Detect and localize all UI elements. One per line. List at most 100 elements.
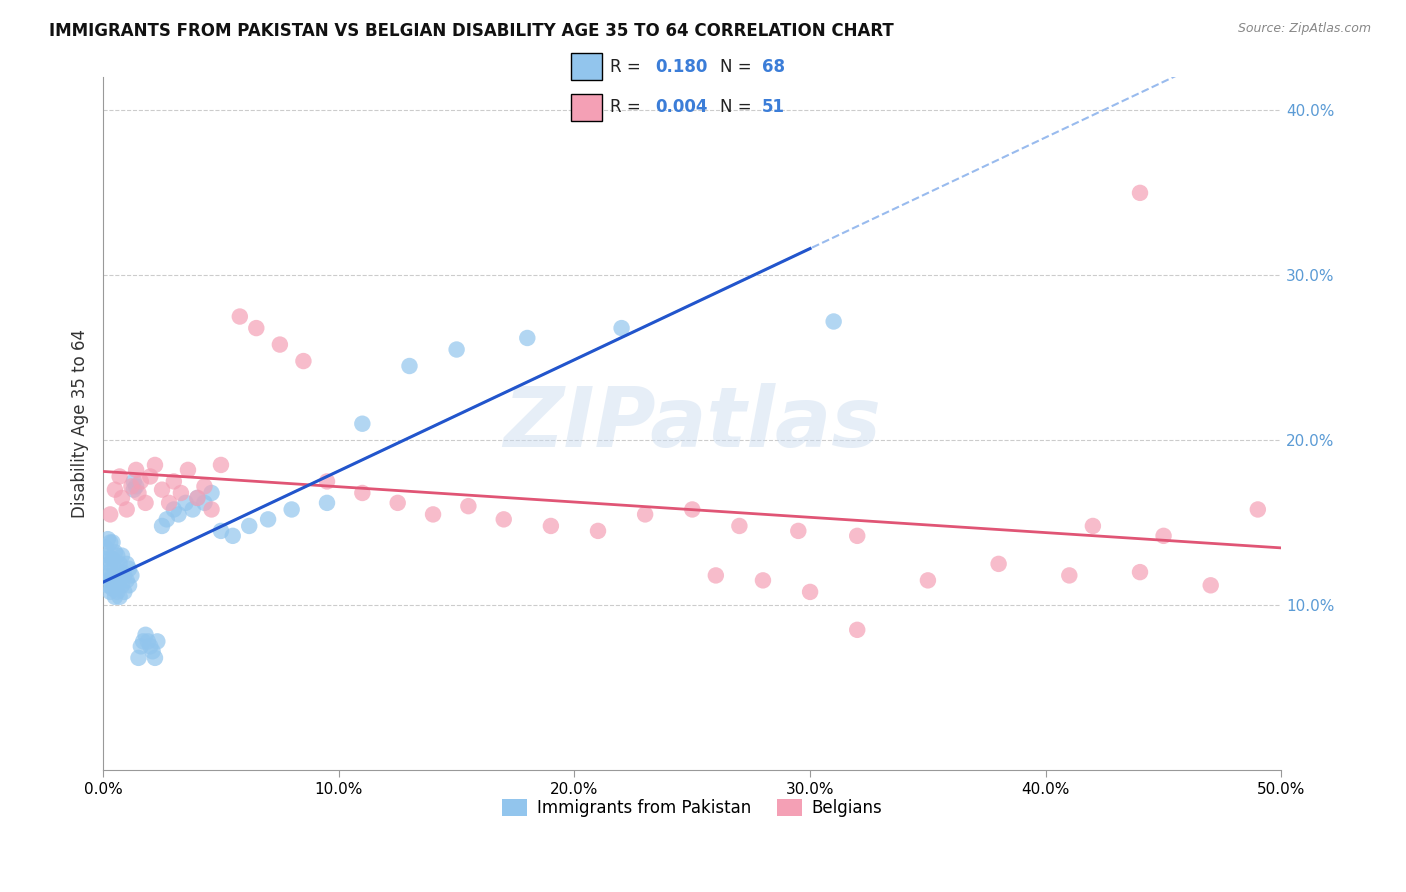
Point	[1153, 529, 1175, 543]
Point	[446, 343, 468, 357]
Point	[316, 496, 339, 510]
Point	[917, 574, 939, 588]
Point	[540, 519, 562, 533]
Point	[112, 585, 135, 599]
Point	[987, 557, 1010, 571]
Point	[132, 634, 155, 648]
Point	[104, 578, 127, 592]
Point	[125, 463, 148, 477]
Point	[186, 491, 208, 505]
Point	[135, 628, 157, 642]
Point	[170, 486, 193, 500]
Point	[105, 549, 128, 563]
Point	[115, 574, 138, 588]
Point	[143, 651, 166, 665]
Y-axis label: Disability Age 35 to 64: Disability Age 35 to 64	[72, 329, 89, 518]
Point	[104, 545, 127, 559]
Point	[98, 557, 121, 571]
Point	[129, 640, 152, 654]
Point	[120, 568, 142, 582]
Point	[634, 508, 657, 522]
Point	[200, 502, 222, 516]
Point	[222, 529, 245, 543]
Point	[105, 568, 128, 582]
Point	[209, 524, 232, 538]
Point	[398, 359, 420, 373]
Point	[316, 475, 339, 489]
Point	[181, 502, 204, 516]
Point	[1081, 519, 1104, 533]
Point	[352, 417, 374, 431]
Point	[610, 321, 633, 335]
Point	[101, 552, 124, 566]
Text: 0.180: 0.180	[655, 58, 707, 76]
Point	[752, 574, 775, 588]
Point	[157, 496, 180, 510]
Point	[846, 529, 869, 543]
Point	[156, 512, 179, 526]
Point	[111, 578, 134, 592]
Point	[422, 508, 444, 522]
Point	[846, 623, 869, 637]
Point	[98, 535, 121, 549]
Text: 51: 51	[762, 98, 785, 116]
Point	[139, 640, 162, 654]
Point	[492, 512, 515, 526]
Point	[135, 496, 157, 510]
Point	[146, 634, 169, 648]
Point	[142, 644, 165, 658]
Point	[125, 479, 148, 493]
Text: N =: N =	[720, 58, 756, 76]
Point	[704, 568, 727, 582]
Point	[238, 519, 260, 533]
Point	[98, 508, 121, 522]
Point	[1059, 568, 1081, 582]
Point	[118, 562, 141, 576]
Point	[229, 310, 252, 324]
Text: 68: 68	[762, 58, 785, 76]
Point	[269, 337, 291, 351]
Legend: Immigrants from Pakistan, Belgians: Immigrants from Pakistan, Belgians	[495, 792, 889, 824]
Point	[143, 458, 166, 472]
Point	[799, 585, 821, 599]
Point	[1129, 186, 1152, 200]
Point	[94, 552, 117, 566]
Point	[167, 508, 190, 522]
Point	[186, 491, 208, 505]
Point	[101, 582, 124, 596]
Point	[122, 475, 145, 489]
Point	[108, 557, 131, 571]
Point	[139, 469, 162, 483]
Point	[352, 486, 374, 500]
Text: 0.004: 0.004	[655, 98, 707, 116]
FancyBboxPatch shape	[571, 54, 602, 80]
Point	[115, 502, 138, 516]
Point	[94, 541, 117, 555]
Point	[163, 475, 186, 489]
Point	[118, 578, 141, 592]
Point	[108, 469, 131, 483]
Text: N =: N =	[720, 98, 756, 116]
Text: R =: R =	[610, 98, 647, 116]
Point	[257, 512, 280, 526]
Point	[105, 585, 128, 599]
Point	[120, 479, 142, 493]
Text: IMMIGRANTS FROM PAKISTAN VS BELGIAN DISABILITY AGE 35 TO 64 CORRELATION CHART: IMMIGRANTS FROM PAKISTAN VS BELGIAN DISA…	[49, 22, 894, 40]
Text: Source: ZipAtlas.com: Source: ZipAtlas.com	[1237, 22, 1371, 36]
Point	[97, 532, 120, 546]
Point	[108, 590, 131, 604]
Point	[136, 634, 159, 648]
Point	[586, 524, 609, 538]
Point	[150, 483, 173, 497]
Point	[728, 519, 751, 533]
Point	[292, 354, 315, 368]
Point	[127, 651, 149, 665]
Point	[112, 568, 135, 582]
Point	[97, 549, 120, 563]
Point	[280, 502, 302, 516]
Point	[387, 496, 409, 510]
Point	[97, 578, 120, 592]
Point	[108, 574, 131, 588]
Point	[177, 463, 200, 477]
Point	[98, 585, 121, 599]
